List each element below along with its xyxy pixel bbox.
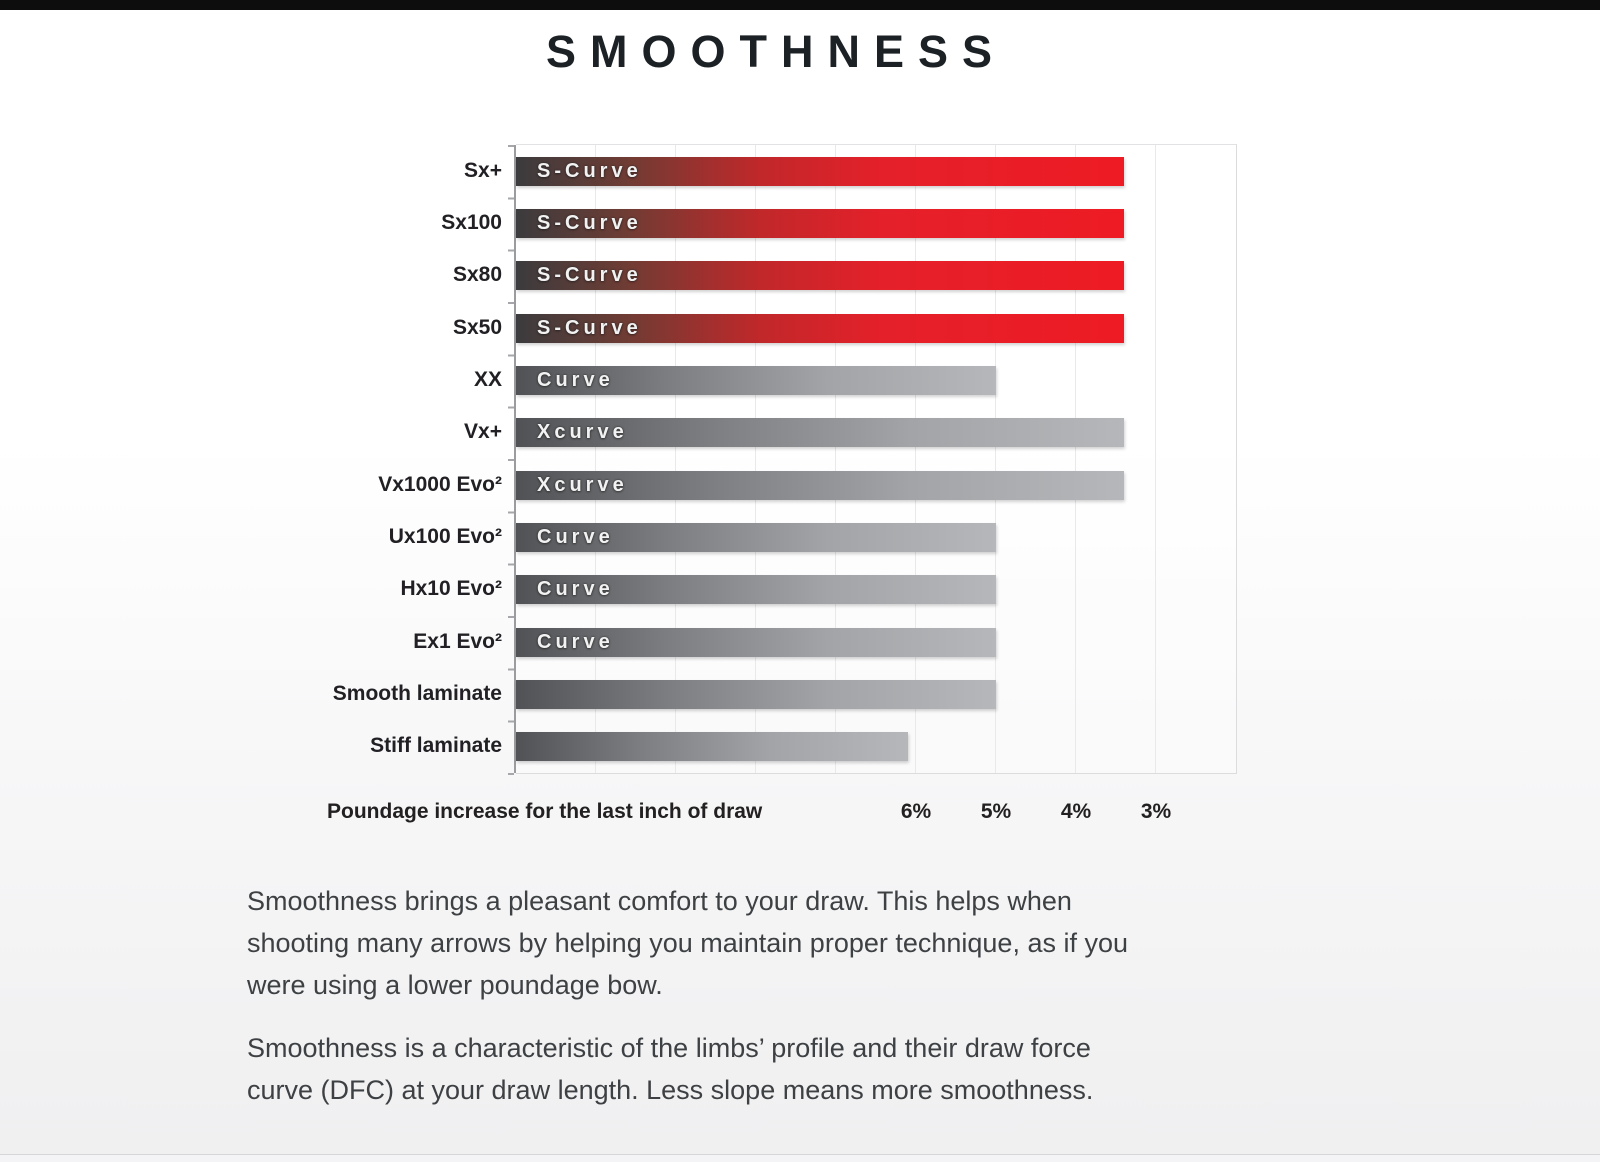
category-label: Smooth laminate: [332, 681, 502, 705]
bar-row: S-Curve: [516, 208, 1236, 238]
paragraph-2-line-2: curve (DFC) at your draw length. Less sl…: [247, 1075, 1094, 1105]
category-label: Hx10 Evo²: [400, 577, 502, 601]
category-label: Sx80: [452, 263, 502, 287]
x-tick-label: 4%: [1060, 800, 1092, 823]
paragraph-1-line-3: were using a lower poundage bow.: [247, 970, 663, 1000]
paragraph-2-line-1: Smoothness is a characteristic of the li…: [247, 1033, 1091, 1063]
bar-row: [516, 732, 1236, 762]
bar-label: S-Curve: [537, 159, 642, 182]
category-label: Sx100: [441, 210, 502, 234]
bar-label: S-Curve: [537, 211, 642, 234]
x-tick-label: 5%: [980, 800, 1012, 823]
paragraph-1-line-2: shooting many arrows by helping you main…: [247, 928, 1129, 958]
bar-label: Xcurve: [537, 473, 628, 496]
category-label: Sx+: [464, 158, 502, 182]
bar: Xcurve: [516, 470, 1124, 500]
bar: S-Curve: [516, 208, 1124, 238]
y-axis-line: [514, 145, 516, 773]
bar: Curve: [516, 627, 997, 657]
bar: Curve: [516, 522, 997, 552]
page-title: SMOOTHNESS: [545, 26, 1007, 77]
bar-label: S-Curve: [537, 264, 642, 287]
footer-strip: [0, 1155, 1600, 1162]
category-label: Sx50: [452, 315, 502, 339]
bar-row: Curve: [516, 627, 1236, 657]
bar: S-Curve: [516, 313, 1124, 343]
gridline: [755, 145, 756, 773]
bar-label: Curve: [537, 368, 614, 391]
bar-label: Curve: [537, 578, 614, 601]
top-black-bar: [0, 0, 1600, 10]
category-label: Vx+: [464, 420, 502, 444]
x-tick-label: 3%: [1140, 800, 1172, 823]
bar: [516, 679, 997, 709]
paragraph-2: Smoothness is a characteristic of the li…: [247, 1027, 1357, 1111]
description-section: Smoothness brings a pleasant comfort to …: [247, 880, 1357, 1132]
bar: Xcurve: [516, 418, 1124, 448]
gridline: [995, 145, 996, 773]
gridline: [1075, 145, 1076, 773]
bar-row: S-Curve: [516, 313, 1236, 343]
bar-label: S-Curve: [537, 316, 642, 339]
category-label: Ex1 Evo²: [413, 629, 502, 653]
plot-area: S-Curve S-Curve S-Curve S-Curve Curve Xcurve X…: [508, 144, 1237, 775]
bar-row: Curve: [516, 365, 1236, 395]
category-label: XX: [473, 367, 502, 391]
x-tick-label: 6%: [900, 800, 932, 823]
bar: S-Curve: [516, 261, 1124, 291]
gridline: [675, 145, 676, 773]
paragraph-1: Smoothness brings a pleasant comfort to …: [247, 880, 1357, 1006]
category-label: Stiff laminate: [370, 734, 502, 758]
gridline: [1155, 145, 1156, 773]
bar: [516, 732, 908, 762]
gridline: [835, 145, 836, 773]
gridline: [595, 145, 596, 773]
bar-label: Curve: [537, 630, 614, 653]
category-label: Vx1000 Evo²: [378, 472, 502, 496]
bar-label: Curve: [537, 525, 614, 548]
gridline: [915, 145, 916, 773]
bar-row: S-Curve: [516, 261, 1236, 291]
category-label: Ux100 Evo²: [388, 524, 502, 548]
bar-label: Xcurve: [537, 421, 628, 444]
bar-row: Curve: [516, 522, 1236, 552]
bar: Curve: [516, 575, 997, 605]
y-axis-ticks: [508, 145, 514, 775]
paragraph-1-line-1: Smoothness brings a pleasant comfort to …: [247, 886, 1072, 916]
bar: S-Curve: [516, 156, 1124, 186]
bar-row: S-Curve: [516, 156, 1236, 186]
bar-row: Curve: [516, 575, 1236, 605]
bar-row: Xcurve: [516, 418, 1236, 448]
section-divider: [0, 1154, 1600, 1155]
bar-row: Xcurve: [516, 470, 1236, 500]
x-axis-title: Poundage increase for the last inch of d…: [327, 800, 763, 823]
bar-row: [516, 679, 1236, 709]
bar: Curve: [516, 365, 997, 395]
